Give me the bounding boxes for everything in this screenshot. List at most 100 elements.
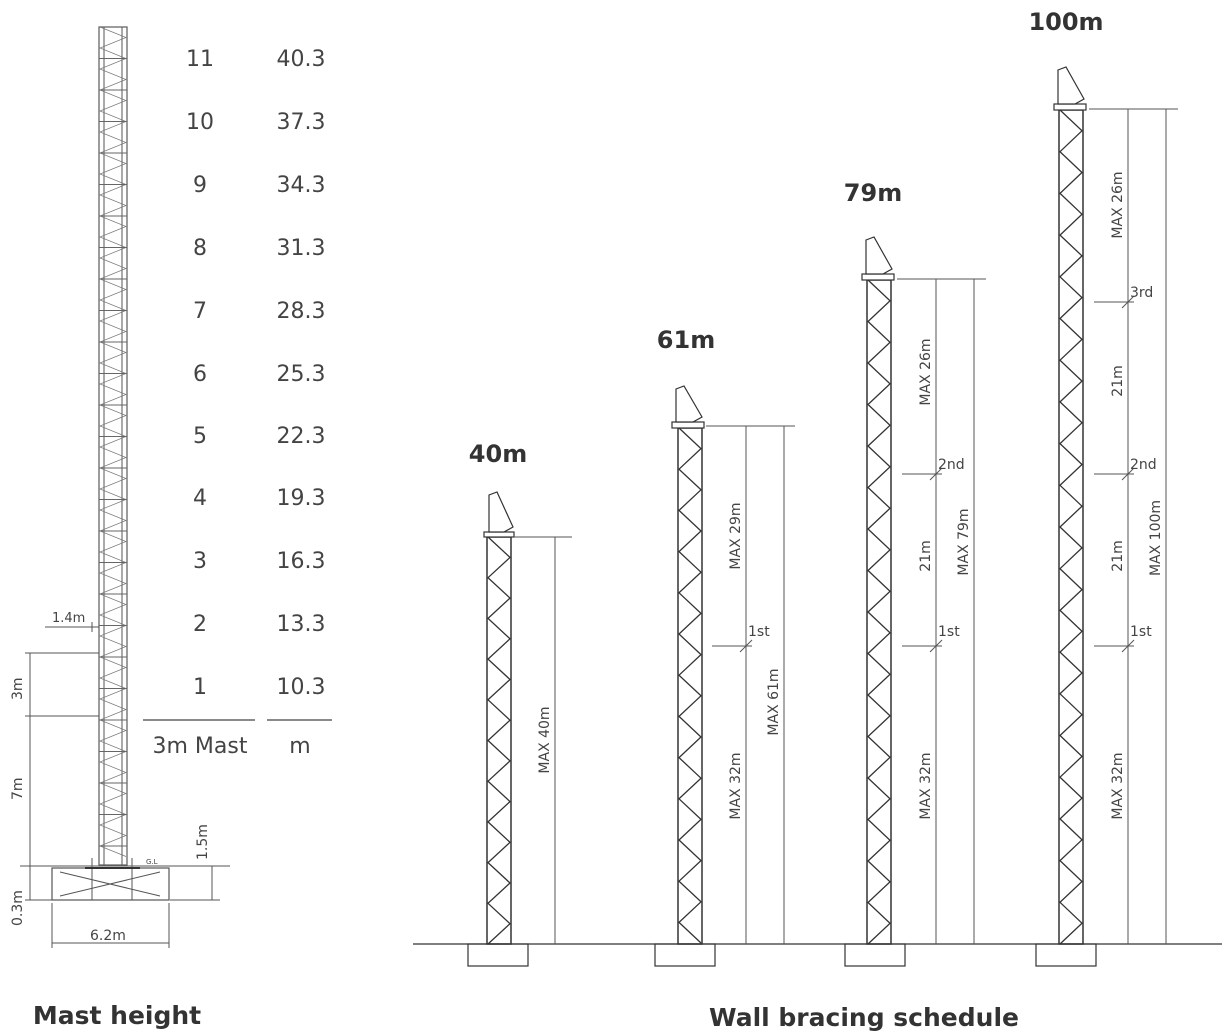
tower-frame	[1058, 109, 1084, 945]
tower-lattice	[487, 536, 511, 945]
tie-label-1st: 1st	[1130, 624, 1152, 640]
dim-section: 3m	[10, 652, 99, 717]
ground-level-label: G.L	[146, 858, 158, 866]
tower-cap	[861, 273, 895, 281]
tower-79m: 79m 2nd 1st MAX 26m 21m MAX 32m MAX 79m	[844, 179, 986, 945]
tower-frame	[486, 536, 512, 945]
tower-cap	[483, 531, 515, 538]
table-height-value: 31.3	[277, 236, 326, 261]
tower-lattice	[1059, 109, 1083, 945]
table-mast-number: 9	[193, 173, 207, 198]
dim-max-total-label: MAX 61m	[766, 668, 782, 735]
table-height-value: 40.3	[277, 47, 326, 72]
dim-mid-label: 21m	[918, 540, 934, 571]
dim-max-top-label: MAX 26m	[918, 338, 934, 405]
tower-jib	[488, 491, 514, 533]
tower-61m: 61m 1st MAX 29m MAX 32m MAX 61m	[657, 326, 795, 945]
lattice-zigzag	[867, 279, 891, 945]
tie-tick	[1121, 295, 1135, 309]
table-height-value: 25.3	[277, 362, 326, 387]
tower-lattice	[867, 279, 891, 945]
mast-foundation	[51, 858, 170, 901]
tower-40m: 40m MAX 40m	[469, 440, 572, 945]
table-height-value: 34.3	[277, 173, 326, 198]
dim-width-top: 1.4m	[45, 611, 99, 632]
table-mast-header: 3m Mast	[153, 734, 248, 759]
table-height-value: 10.3	[277, 675, 326, 700]
mast-height-table: 11 40.3 10 37.3 9 34.3 8 31.3 7 28.3 6 2…	[143, 47, 332, 759]
dim-above-ground: 1.5m	[170, 824, 220, 901]
tower-footing	[844, 943, 906, 967]
tower-title: 40m	[469, 440, 527, 468]
table-mast-number: 5	[193, 424, 207, 449]
table-height-value: 37.3	[277, 110, 326, 135]
lattice-zigzag	[1059, 109, 1083, 945]
dim-mid-upper-label: 21m	[1110, 365, 1126, 396]
dim-max-bottom-label: MAX 32m	[1110, 752, 1126, 819]
dim-mid-lower-label: 21m	[1110, 540, 1126, 571]
dim-above-ground-label: 1.5m	[195, 824, 211, 860]
dim-max-bottom-label: MAX 32m	[728, 752, 744, 819]
tower-lattice	[678, 427, 702, 944]
table-mast-number: 4	[193, 486, 207, 511]
table-mast-number: 1	[193, 675, 207, 700]
dim-width-top-label: 1.4m	[52, 611, 85, 626]
dim-foundation-depth: 0.3m	[10, 866, 52, 926]
tower-jib	[865, 236, 893, 275]
lattice-zigzag	[487, 536, 511, 945]
mast-height-section: G.L 1.4m 3m 7m 0.3m 1.5m	[10, 26, 332, 1030]
tower-footing	[467, 943, 529, 967]
tower-footing	[1035, 943, 1097, 967]
dim-foundation-width: 6.2m	[51, 903, 170, 948]
dim-foundation-width-label: 6.2m	[90, 928, 126, 944]
mast-tower	[98, 26, 128, 866]
tower-jib	[675, 385, 703, 423]
tie-label-1st: 1st	[938, 624, 960, 640]
tower-jib	[1057, 66, 1085, 105]
dim-max-top-label: MAX 26m	[1110, 171, 1126, 238]
table-height-value: 16.3	[277, 549, 326, 574]
dim-max-top-label: MAX 29m	[728, 502, 744, 569]
table-mast-number: 7	[193, 299, 207, 324]
tower-title: 79m	[844, 179, 902, 207]
table-height-value: 19.3	[277, 486, 326, 511]
table-mast-number: 10	[186, 110, 214, 135]
tower-footing	[654, 943, 716, 967]
tower-title: 100m	[1028, 8, 1103, 36]
tower-cap	[671, 421, 705, 429]
wall-bracing-title: Wall bracing schedule	[709, 1003, 1019, 1032]
tie-tick	[929, 639, 943, 653]
table-height-header: m	[289, 734, 310, 759]
tie-label-3rd: 3rd	[1130, 285, 1153, 301]
tower-100m: 100m 3rd 2nd 1st MAX 26m 21m 21m MAX 32m…	[1028, 8, 1178, 945]
wall-bracing-section: 40m MAX 40m 61m 1st MAX 29m MAX 32m MAX …	[413, 8, 1222, 1032]
tie-label-2nd: 2nd	[1130, 457, 1157, 473]
tie-tick	[929, 467, 943, 481]
dim-base-height-label: 7m	[10, 777, 26, 800]
table-mast-number: 2	[193, 612, 207, 637]
table-mast-number: 3	[193, 549, 207, 574]
tower-title: 61m	[657, 326, 715, 354]
tie-label-2nd: 2nd	[938, 457, 965, 473]
dim-max-total-label: MAX 40m	[537, 706, 553, 773]
table-height-value: 22.3	[277, 424, 326, 449]
dim-base-height: 7m	[10, 716, 31, 866]
table-height-value: 13.3	[277, 612, 326, 637]
tower-frame	[866, 279, 892, 945]
tower-cap	[1053, 103, 1087, 111]
tie-tick	[739, 639, 753, 653]
tie-label-1st: 1st	[748, 624, 770, 640]
table-mast-number: 6	[193, 362, 207, 387]
dim-section-label: 3m	[10, 677, 26, 700]
dim-foundation-depth-label: 0.3m	[10, 890, 26, 926]
dim-max-bottom-label: MAX 32m	[918, 752, 934, 819]
mast-lattice-zigzag	[99, 26, 127, 857]
table-height-value: 28.3	[277, 299, 326, 324]
tie-tick	[1121, 467, 1135, 481]
tie-tick	[1121, 639, 1135, 653]
lattice-zigzag	[678, 427, 702, 944]
table-mast-number: 11	[186, 47, 214, 72]
mast-height-title: Mast height	[33, 1001, 201, 1030]
table-mast-number: 8	[193, 236, 207, 261]
